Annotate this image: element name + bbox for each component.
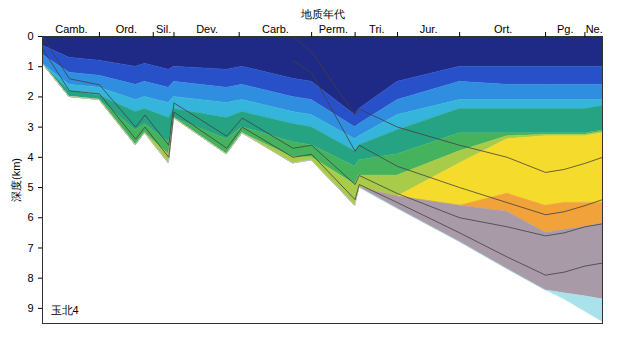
- svg-text:3: 3: [27, 121, 33, 133]
- svg-text:5: 5: [27, 181, 33, 193]
- svg-text:Ord.: Ord.: [116, 23, 137, 35]
- svg-text:Dev.: Dev.: [196, 23, 218, 35]
- svg-text:Tri.: Tri.: [369, 23, 384, 35]
- svg-text:Carb.: Carb.: [262, 23, 289, 35]
- svg-text:2: 2: [27, 90, 33, 102]
- svg-text:8: 8: [27, 272, 33, 284]
- svg-text:6: 6: [27, 211, 33, 223]
- svg-text:Perm.: Perm.: [319, 23, 348, 35]
- svg-text:Jur.: Jur.: [420, 23, 438, 35]
- svg-text:玉北4: 玉北4: [51, 304, 79, 316]
- svg-text:地质年代: 地质年代: [300, 8, 345, 20]
- svg-text:0: 0: [27, 30, 33, 42]
- svg-text:7: 7: [27, 241, 33, 253]
- svg-text:1: 1: [27, 60, 33, 72]
- svg-text:Camb.: Camb.: [55, 23, 87, 35]
- svg-text:Ort.: Ort.: [494, 23, 512, 35]
- svg-text:4: 4: [27, 151, 33, 163]
- svg-text:Sil.: Sil.: [156, 23, 171, 35]
- svg-text:9: 9: [27, 302, 33, 314]
- svg-text:Ne.: Ne.: [586, 23, 603, 35]
- svg-text:深度(km): 深度(km): [10, 158, 22, 202]
- svg-text:Pg.: Pg.: [557, 23, 574, 35]
